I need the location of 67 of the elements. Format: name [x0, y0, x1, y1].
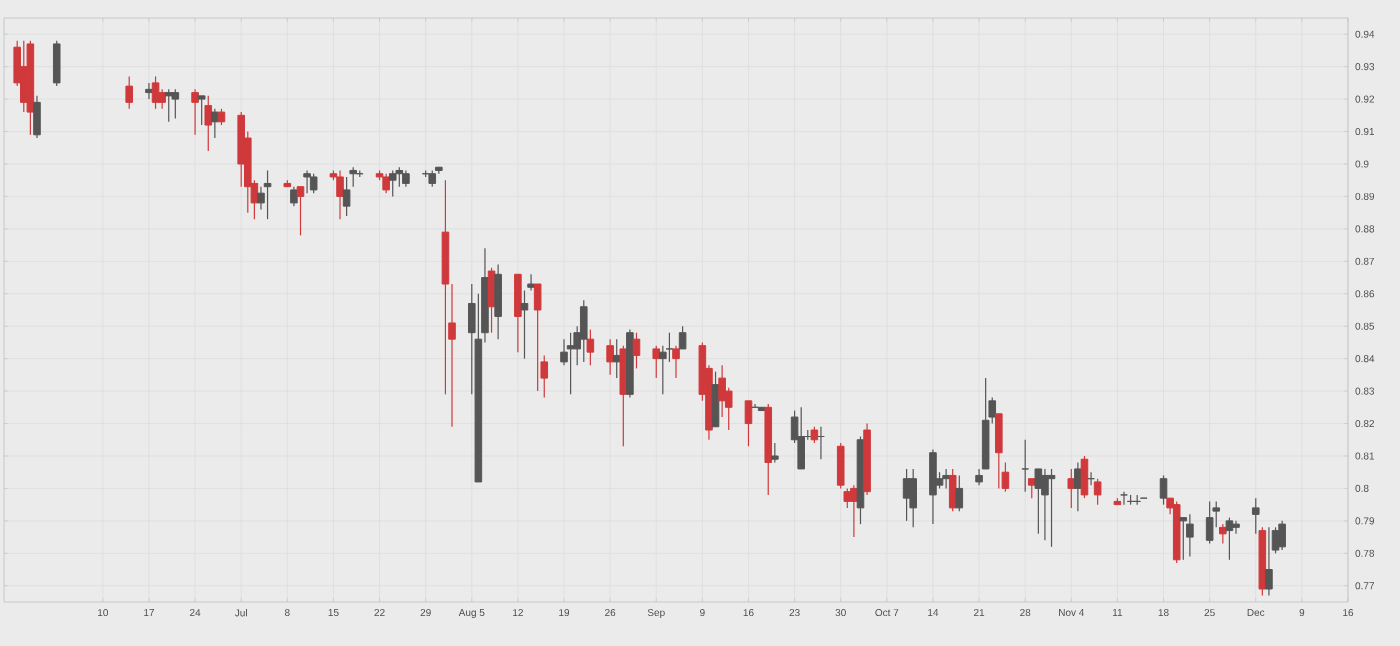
candlestick [336, 169, 344, 220]
candlestick [632, 332, 641, 369]
candlestick [744, 400, 753, 447]
candlestick [1179, 517, 1188, 561]
candlestick [296, 186, 305, 236]
candlestick [1205, 500, 1214, 545]
candlestick [771, 442, 779, 464]
candlestick [1251, 497, 1260, 535]
candlestick [520, 289, 529, 360]
candlestick [290, 186, 298, 207]
candlestick [171, 88, 180, 120]
candlestick [164, 88, 173, 123]
candlestick [948, 468, 957, 512]
candlestick [1093, 478, 1102, 506]
candlestick [197, 95, 206, 126]
candlestick [388, 169, 397, 198]
candlestick [125, 75, 133, 110]
candlestick [1265, 526, 1273, 597]
candlestick [850, 484, 858, 538]
candlestick [579, 299, 588, 363]
candlestick [1074, 461, 1082, 512]
candlestick [52, 40, 61, 87]
candlestick [191, 88, 199, 136]
candlestick [843, 487, 852, 509]
candlestick [263, 169, 272, 220]
candlestick [1021, 439, 1029, 493]
candlestick [836, 442, 845, 490]
candlestick [566, 332, 575, 395]
candlestick [955, 474, 964, 512]
candlestick [33, 95, 41, 139]
candlestick [942, 468, 950, 490]
candlestick [1120, 491, 1128, 506]
candlestick [678, 325, 687, 350]
candlestick [909, 468, 917, 528]
candlestick [494, 263, 502, 340]
candlestick [1041, 468, 1049, 541]
candlestick [672, 345, 680, 379]
candlestick [1186, 513, 1194, 558]
candlestick [1047, 468, 1056, 548]
candlestick [586, 328, 595, 366]
candlestick [342, 176, 351, 217]
candlestick [797, 406, 805, 470]
candlestick [309, 173, 318, 194]
candlestick [619, 345, 628, 447]
candlestick [382, 173, 390, 194]
candlestick [652, 345, 661, 379]
candlestick [1001, 461, 1010, 493]
candlestick [158, 88, 166, 110]
candlestick [514, 273, 522, 353]
candlestick [527, 273, 535, 292]
candlestick [995, 413, 1003, 490]
candlestick [606, 338, 614, 376]
candlestick [1159, 474, 1168, 506]
candlestick [1278, 520, 1286, 551]
candlestick [395, 166, 404, 188]
candlestick [303, 169, 311, 194]
candlestick [204, 95, 213, 152]
candlestick [145, 82, 153, 100]
candlestick [929, 448, 937, 525]
candlestick [533, 283, 542, 392]
candlestick [151, 75, 160, 110]
candlestick [1034, 468, 1043, 535]
candlestick [1232, 520, 1240, 535]
candlestick [1080, 455, 1089, 499]
candlestick [349, 166, 357, 188]
candlestick [1067, 468, 1076, 509]
candlestick [1225, 517, 1234, 561]
